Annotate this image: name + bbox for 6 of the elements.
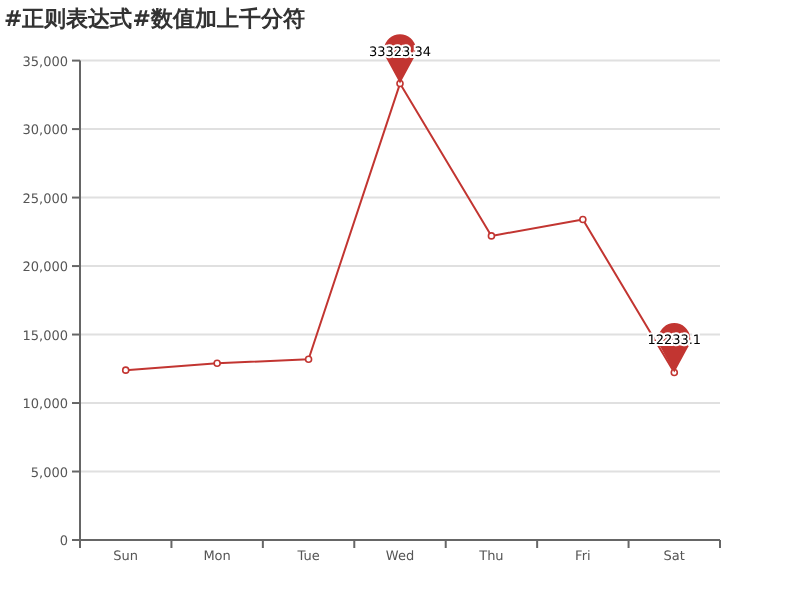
point: [579, 215, 587, 224]
point: [213, 359, 221, 368]
point: [304, 355, 313, 363]
chart-title: #正则表达式#数值加上千分符: [4, 6, 305, 32]
point: [121, 366, 130, 374]
point: [487, 232, 496, 240]
